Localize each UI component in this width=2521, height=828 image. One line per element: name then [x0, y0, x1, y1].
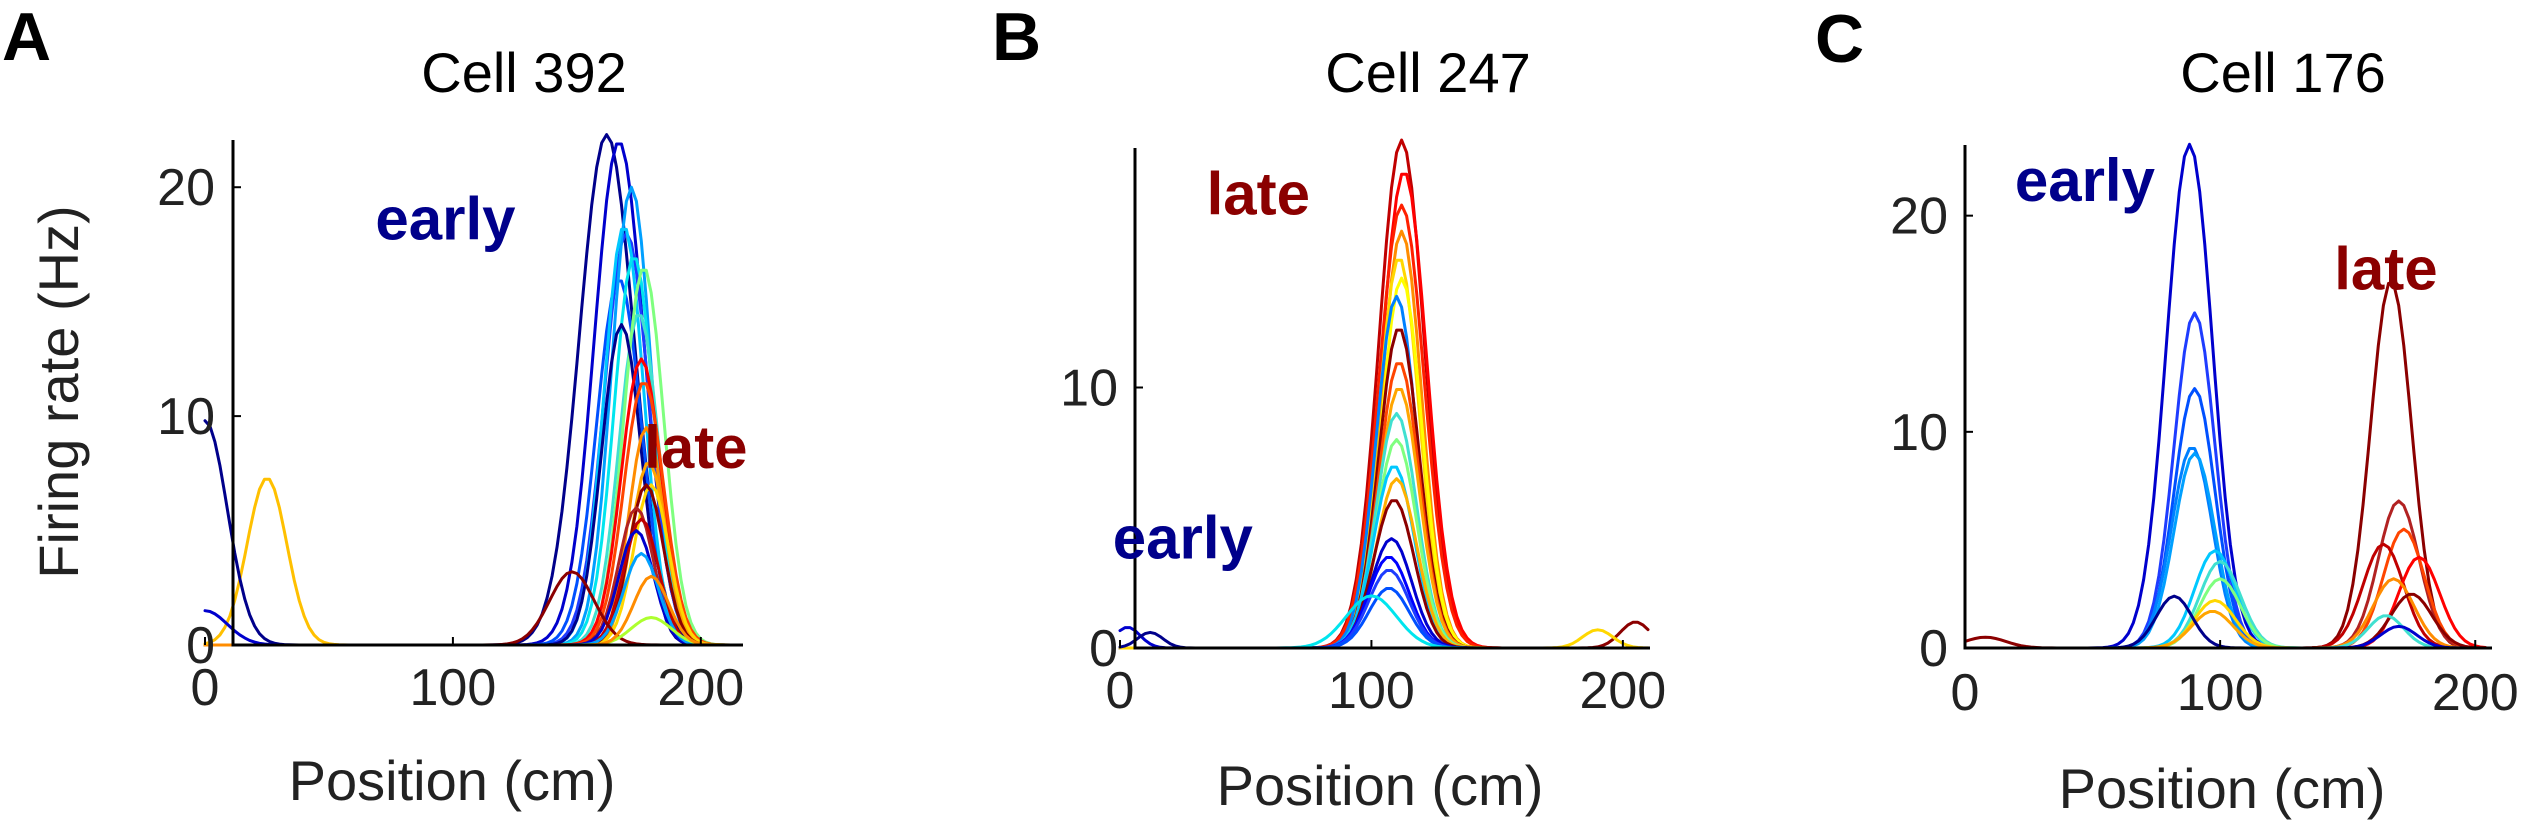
- panel-c-traces: [1963, 142, 2487, 650]
- panel-b-traces: [1118, 138, 1650, 650]
- panel-b-ytick-label-10: 10: [1060, 359, 1118, 417]
- panel-label-c: C: [1815, 1, 1864, 77]
- panel-b-trace-17: [1118, 569, 1650, 650]
- panel-b-trace-21: [1118, 628, 1650, 650]
- panel-b-annotation-late: late: [1207, 161, 1310, 228]
- panel-label-a: A: [2, 0, 51, 75]
- panel-a-xtick-label-200: 200: [657, 659, 744, 717]
- panel-c-trace-18: [1963, 614, 2487, 650]
- panel-c-trace-19: [1963, 624, 2487, 650]
- panel-b-title: Cell 247: [1325, 41, 1530, 104]
- panel-a-xlabel: Position (cm): [289, 749, 616, 812]
- panel-b-xlabel: Position (cm): [1217, 754, 1544, 817]
- panel-a-ytick-label-0: 0: [186, 617, 215, 675]
- panel-c-trace-17: [1963, 592, 2487, 650]
- panel-c-trace-8: [1963, 598, 2487, 650]
- panel-b-xtick-label-100: 100: [1328, 662, 1415, 720]
- panel-a-ytick-label-20: 20: [157, 159, 215, 217]
- panel-a-trace-25: [203, 609, 737, 647]
- panel-a-annotation-late: late: [644, 414, 747, 481]
- panel-a-trace-21: [203, 616, 737, 647]
- panel-b-ytick-label-0: 0: [1089, 620, 1118, 678]
- panel-c-ytick-label-0: 0: [1919, 620, 1948, 678]
- panel-a-title: Cell 392: [421, 41, 626, 104]
- panel-b-annotations: late early: [1113, 161, 1310, 572]
- panel-c-annotations: early late: [2015, 147, 2438, 303]
- panel-b-xtick-label-200: 200: [1579, 662, 1666, 720]
- panel-c-title: Cell 176: [2180, 41, 2385, 104]
- panel-c-ticks: 0 100 200 0 10 20: [1890, 188, 2518, 722]
- panel-c-annotation-early: early: [2015, 147, 2156, 214]
- panel-b-ticks: 0 100 200 0 10: [1060, 359, 1666, 720]
- panel-a-annotation-early: early: [375, 185, 516, 252]
- panel-c: Cell 176 0 100 200 0 10 20 early late Position…: [1890, 41, 2518, 820]
- panel-c-xtick-label-100: 100: [2177, 664, 2264, 722]
- panel-c-ytick-label-10: 10: [1890, 404, 1948, 462]
- panel-b-annotation-early: early: [1113, 505, 1254, 572]
- panel-a-xtick-label-100: 100: [410, 659, 497, 717]
- panel-a-trace-10: [203, 357, 737, 647]
- panel-c-xtick-label-200: 200: [2432, 664, 2519, 722]
- panel-a-xtick-label-0: 0: [191, 659, 220, 717]
- panel-a: Cell 392 0 100 200 0 10 20 early late Position…: [27, 41, 748, 812]
- panel-a-annotations: early late: [375, 185, 747, 481]
- panel-a-ticks: 0 100 200 0 10 20: [157, 159, 744, 717]
- panel-a-ytick-label-10: 10: [157, 388, 215, 446]
- panel-c-annotation-late: late: [2334, 236, 2437, 303]
- panel-c-xlabel: Position (cm): [2059, 757, 2386, 820]
- panel-label-b: B: [992, 0, 1041, 75]
- panel-b-xtick-label-0: 0: [1106, 662, 1135, 720]
- panel-c-trace-10: [1963, 594, 2487, 650]
- panel-b-trace-19: [1118, 594, 1650, 650]
- panel-a-ylabel: Firing rate (Hz): [27, 205, 90, 578]
- panel-c-xtick-label-0: 0: [1951, 664, 1980, 722]
- panel-c-ytick-label-20: 20: [1890, 188, 1948, 246]
- panel-b-trace-18: [1118, 587, 1650, 650]
- panel-b: Cell 247 0 100 200 0 10 late early Position (…: [1060, 41, 1666, 817]
